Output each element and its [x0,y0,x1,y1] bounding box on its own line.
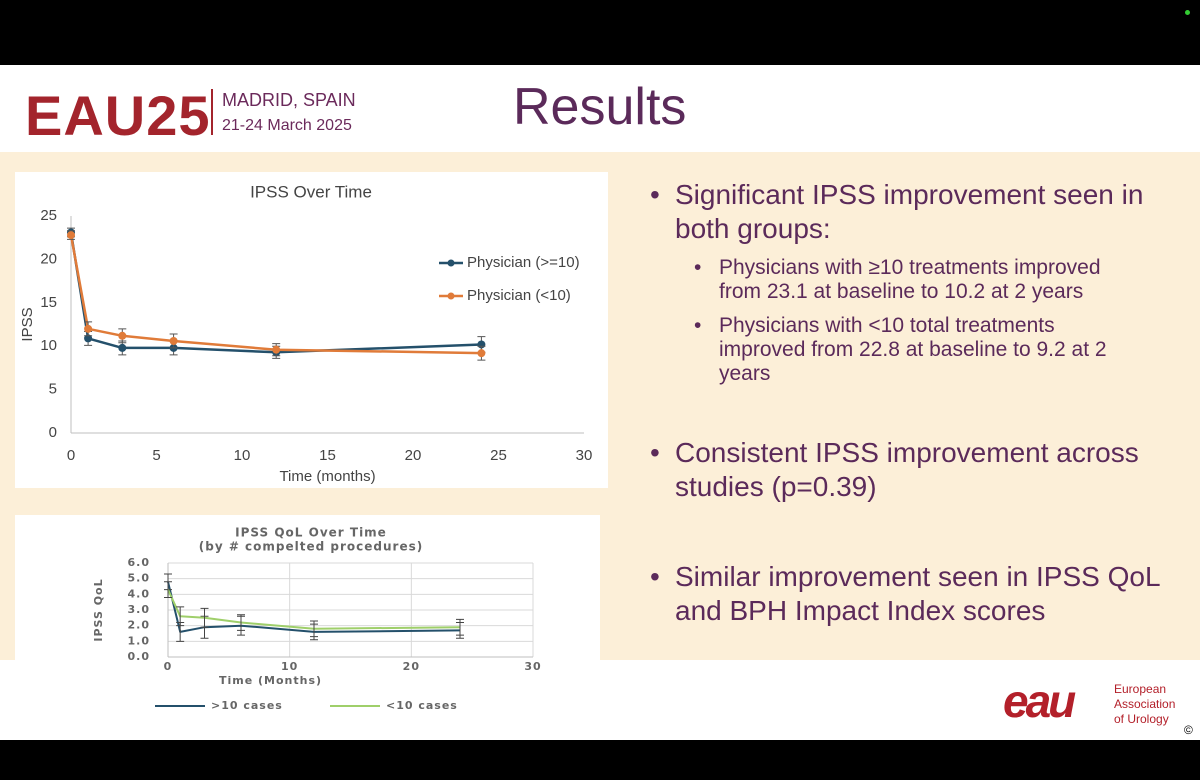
legend-marker [447,292,455,300]
x-tick-label: 10 [234,447,251,464]
point [84,334,93,343]
legend-label: Physician (>=10) [467,254,580,271]
x-tick-label: 0 [67,447,75,464]
chart-title: IPSS Over Time [250,182,372,201]
legend-marker [447,259,455,267]
bullet: • Significant IPSS improvement seen in bo… [650,178,1170,386]
series-line [69,234,482,355]
ipss-chart: IPSS Over Time Time (months) IPSS 0 5 10 15 20 2… [15,172,608,488]
bullet-dot: • [650,561,660,592]
chart-title: IPSS QoL Over Time [235,526,387,540]
error-bar [456,618,464,636]
x-tick-label: 20 [403,660,420,673]
dates: 21-24 March 2025 [222,117,352,134]
legend-label: Physician (<10) [467,287,571,304]
sub-bullet-text: Physicians with ≥10 treatments improved … [719,256,1101,303]
y-tick-label: 25 [40,207,57,224]
y-tick-label: 5.0 [128,572,151,585]
point [477,349,486,358]
point [169,336,178,345]
brand: EAU25 [25,84,211,147]
y-tick-label: 5 [49,381,57,398]
y-tick-label: 4.0 [128,587,151,600]
y-tick-label: 1.0 [128,634,151,647]
legend-label: <10 cases [386,699,458,712]
point [272,345,281,354]
location: MADRID, SPAIN [222,90,356,110]
x-tick-label: 5 [152,447,160,464]
x-tick-label: 30 [524,660,541,673]
slide-header: EAU25 MADRID, SPAIN 21-24 March 2025 Res… [0,65,1200,152]
x-tick-label: 15 [319,447,336,464]
y-tick-label: 15 [40,294,57,311]
series-line [167,589,461,630]
logo: eau [1003,675,1076,727]
bullet-dot: • [650,179,660,210]
bullet-text: Consistent IPSS improvement across studi… [675,437,1139,502]
error-bar [164,581,172,598]
copyright: © [1184,723,1193,737]
y-tick-label: 2.0 [128,619,151,632]
y-tick-label: 0 [49,424,57,441]
y-axis-label: IPSS [19,307,36,341]
y-tick-label: 3.0 [128,603,151,616]
org-line: European [1114,682,1167,696]
x-tick-label: 30 [576,447,593,464]
sub-bullet-text: Physicians with <10 total treatments imp… [719,314,1107,385]
series-line [69,232,482,354]
error-bar [310,620,318,638]
x-tick-label: 10 [281,660,298,673]
bullet-dot: • [694,256,702,279]
series-line [167,581,461,633]
chart-subtitle: (by # compelted procedures) [199,540,423,554]
x-tick-label: 20 [405,447,422,464]
org-line: of Urology [1114,712,1169,726]
bullet-text: Significant IPSS improvement seen in bot… [675,179,1144,244]
y-tick-label: 10 [40,337,57,354]
status-dot [1185,10,1190,15]
point [67,231,75,240]
bullet: • Consistent IPSS improvement across stud… [650,436,1170,504]
y-axis-label: IPSS QoL [92,578,105,641]
x-tick-label: 25 [490,447,507,464]
qol-chart: IPSS QoL Over Time(by # compelted proced… [15,515,600,715]
slide-title: Results [513,78,687,136]
point [118,343,127,352]
bullet-text: Similar improvement seen in IPSS QoL and… [675,561,1160,626]
org-name: European Association of Urology [1114,682,1175,727]
point [84,324,93,333]
point [118,331,127,340]
x-tick-label: 0 [164,660,173,673]
error-bar [176,606,185,627]
bullet-dot: • [650,437,660,468]
error-bar [237,614,245,631]
y-tick-label: 20 [40,250,57,267]
bullet-dot: • [694,314,702,337]
sub-bullet: • Physicians with <10 total treatments im… [694,314,1124,386]
error-bar [200,607,209,628]
sub-bullet: • Physicians with ≥10 treatments improved… [694,256,1124,304]
x-axis-label: Time (Months) [219,674,322,687]
divider [211,89,213,135]
x-axis-label: Time (months) [279,468,375,485]
y-tick-label: 0.0 [128,650,151,663]
y-tick-label: 6.0 [128,556,151,569]
org-line: Association [1114,697,1176,711]
legend-label: >10 cases [211,699,283,712]
bullet: • Similar improvement seen in IPSS QoL an… [650,560,1170,628]
